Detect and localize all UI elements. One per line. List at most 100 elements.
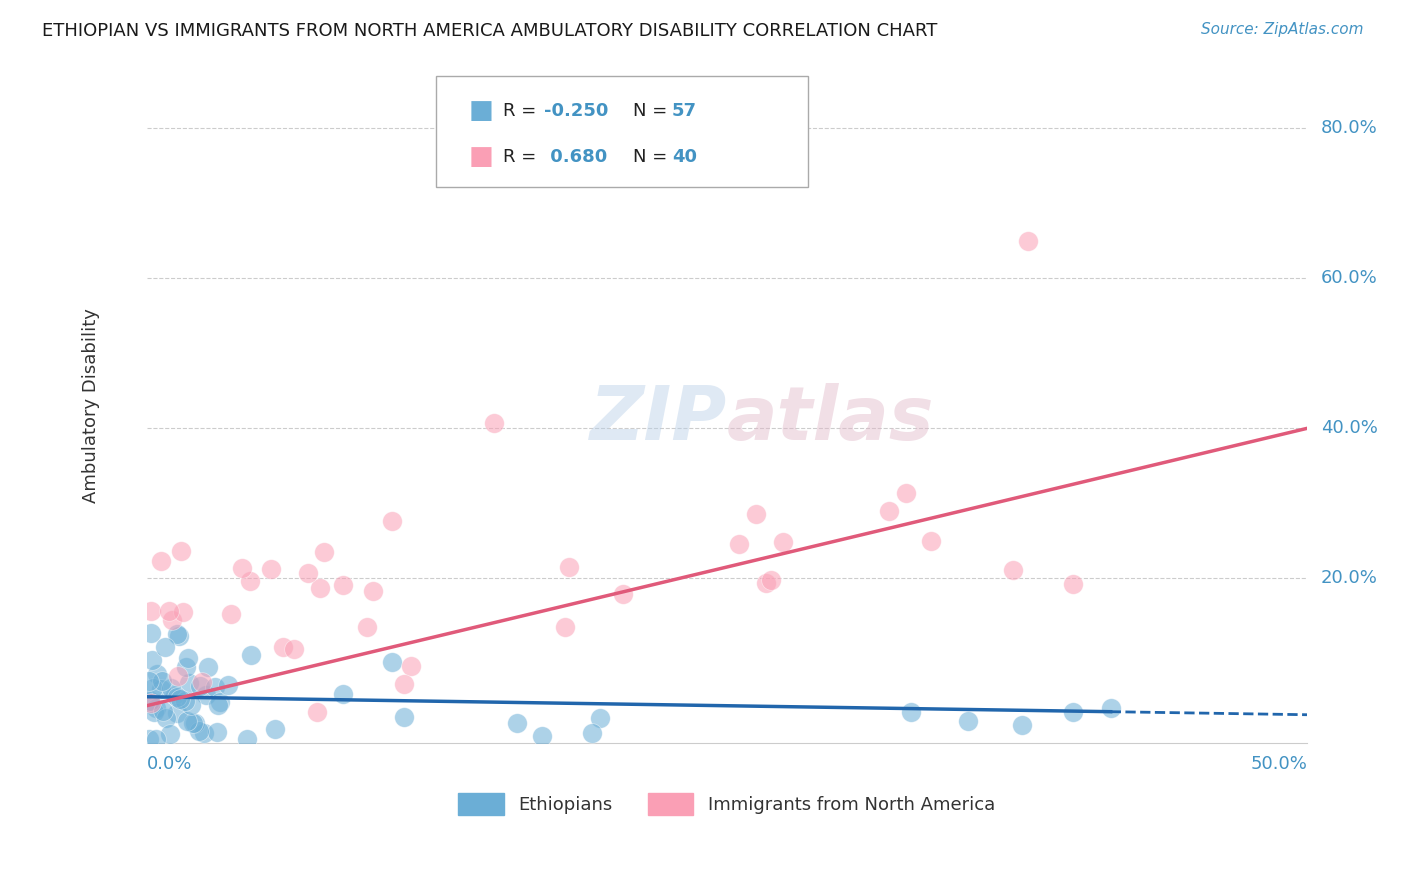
Point <box>1011 718 1033 732</box>
Point <box>150 554 173 568</box>
Point <box>165 688 187 702</box>
Point <box>381 655 404 669</box>
Text: 40: 40 <box>672 148 697 166</box>
Point <box>160 613 183 627</box>
Point <box>188 679 211 693</box>
Point <box>755 575 778 590</box>
Point <box>139 626 162 640</box>
Point <box>239 648 262 663</box>
Point <box>283 642 305 657</box>
Point <box>394 677 416 691</box>
Point <box>877 504 900 518</box>
Point <box>332 577 354 591</box>
Point <box>141 696 163 710</box>
Point <box>145 731 167 746</box>
Point <box>183 715 205 730</box>
Point <box>174 694 197 708</box>
Point <box>155 711 177 725</box>
Point <box>312 545 335 559</box>
Text: 0.680: 0.680 <box>544 148 607 166</box>
Text: atlas: atlas <box>727 383 935 456</box>
Text: Source: ZipAtlas.com: Source: ZipAtlas.com <box>1201 22 1364 37</box>
Point <box>207 698 229 713</box>
Point <box>361 584 384 599</box>
Text: ZIP: ZIP <box>589 383 727 456</box>
Point <box>394 709 416 723</box>
Point <box>761 574 783 588</box>
Point <box>531 729 554 743</box>
Point <box>193 726 215 740</box>
Text: -0.250: -0.250 <box>544 102 609 120</box>
Point <box>143 705 166 719</box>
Point <box>558 560 581 574</box>
Point <box>271 640 294 655</box>
Legend: Ethiopians, Immigrants from North America: Ethiopians, Immigrants from North Americ… <box>451 786 1002 822</box>
Point <box>170 544 193 558</box>
Point <box>184 715 207 730</box>
Point <box>150 681 173 696</box>
Point <box>138 673 160 688</box>
Point <box>896 486 918 500</box>
Point <box>1001 563 1024 577</box>
Point <box>177 676 200 690</box>
Text: 60.0%: 60.0% <box>1320 269 1378 287</box>
Point <box>1018 234 1040 248</box>
Point <box>142 681 165 695</box>
Point <box>179 698 201 713</box>
Text: R =: R = <box>503 102 543 120</box>
Point <box>307 705 329 719</box>
Text: 40.0%: 40.0% <box>1320 419 1378 437</box>
Point <box>399 658 422 673</box>
Point <box>581 726 603 740</box>
Point <box>1062 576 1084 591</box>
Point <box>506 716 529 731</box>
Point <box>159 604 181 618</box>
Point <box>177 651 200 665</box>
Text: N =: N = <box>633 102 672 120</box>
Point <box>356 620 378 634</box>
Point <box>141 604 163 618</box>
Point <box>160 681 183 696</box>
Point <box>138 732 160 747</box>
Point <box>145 701 167 715</box>
Point <box>231 561 253 575</box>
Point <box>308 582 330 596</box>
Point <box>1099 701 1122 715</box>
Point <box>166 690 188 704</box>
Point <box>482 416 505 430</box>
Point <box>174 660 197 674</box>
Point <box>554 620 576 634</box>
Point <box>153 640 176 655</box>
Point <box>197 660 219 674</box>
Point <box>381 515 404 529</box>
Point <box>138 693 160 707</box>
Point <box>167 669 190 683</box>
Text: Ambulatory Disability: Ambulatory Disability <box>82 309 100 503</box>
Point <box>205 724 228 739</box>
Point <box>159 727 181 741</box>
Point <box>166 706 188 721</box>
Point <box>612 587 634 601</box>
Point <box>589 711 612 725</box>
Point <box>166 627 188 641</box>
Point <box>297 566 319 581</box>
Text: 20.0%: 20.0% <box>1320 569 1378 587</box>
Point <box>1062 705 1084 719</box>
Point <box>745 507 768 521</box>
Point <box>332 687 354 701</box>
Text: 0.0%: 0.0% <box>146 756 193 773</box>
Point <box>263 722 285 736</box>
Text: ■: ■ <box>468 145 494 170</box>
Point <box>238 574 260 588</box>
Point <box>139 694 162 708</box>
Text: 57: 57 <box>672 102 697 120</box>
Point <box>169 629 191 643</box>
Text: 80.0%: 80.0% <box>1320 120 1378 137</box>
Text: ETHIOPIAN VS IMMIGRANTS FROM NORTH AMERICA AMBULATORY DISABILITY CORRELATION CHA: ETHIOPIAN VS IMMIGRANTS FROM NORTH AMERI… <box>42 22 938 40</box>
Point <box>188 724 211 739</box>
Point <box>956 714 979 729</box>
Point <box>195 688 218 702</box>
Point <box>772 535 794 549</box>
Point <box>209 695 232 709</box>
Text: N =: N = <box>633 148 672 166</box>
